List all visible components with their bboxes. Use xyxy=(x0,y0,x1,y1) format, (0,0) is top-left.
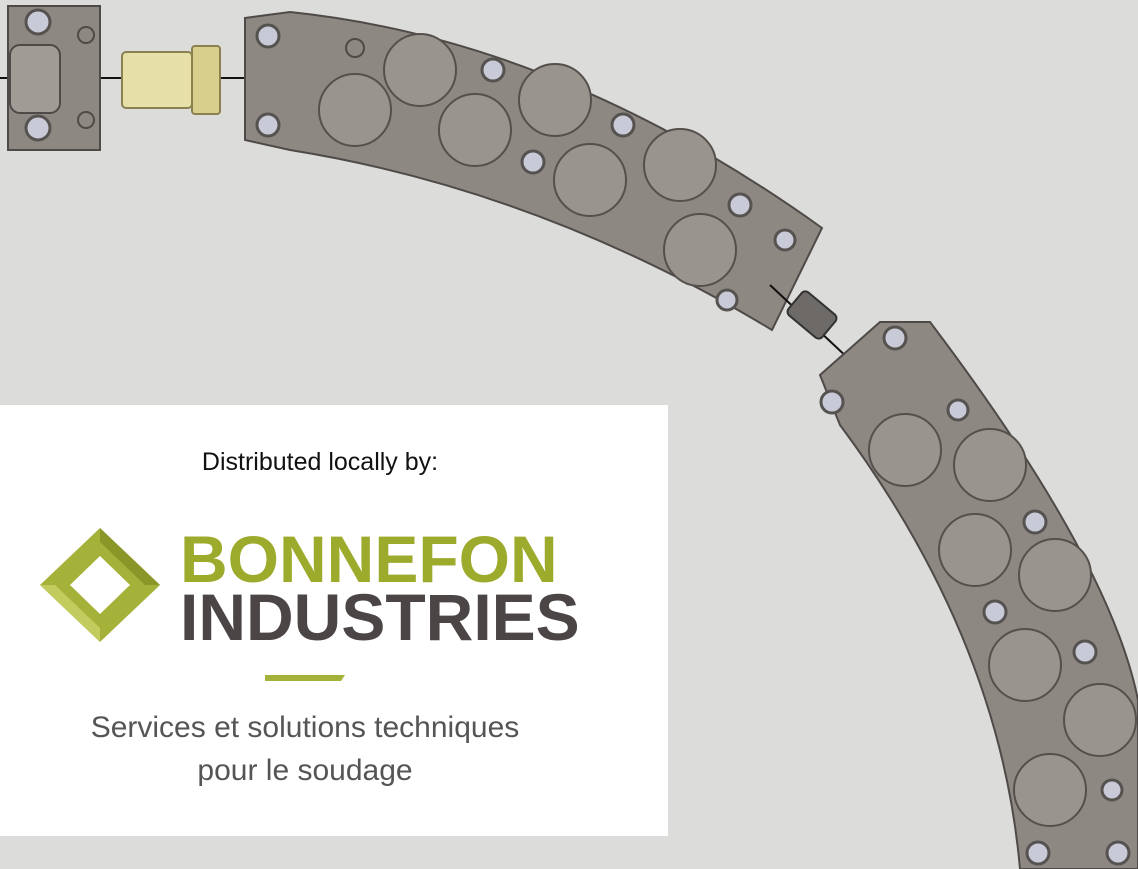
brand-line-2: INDUSTRIES xyxy=(180,580,580,654)
tagline-line: Services et solutions techniques xyxy=(91,711,520,744)
page: Distributed locally by: BONNEFON INDUSTR… xyxy=(0,0,1138,869)
divider xyxy=(265,675,345,681)
tagline-line: pour le soudage xyxy=(197,754,412,787)
intro-text: Distributed locally by: xyxy=(202,448,438,476)
